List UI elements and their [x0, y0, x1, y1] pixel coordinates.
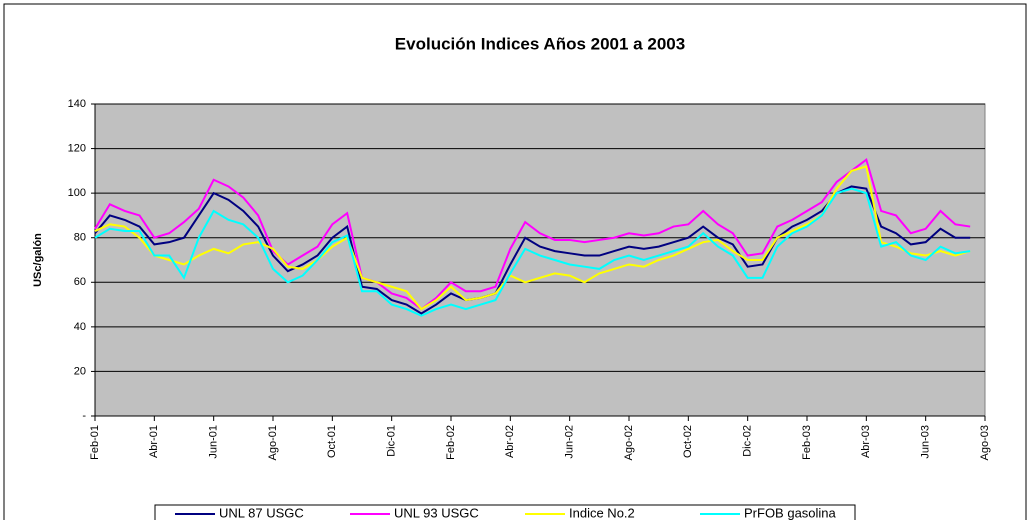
chart-title: Evolución Indices Años 2001 a 2003 [395, 34, 685, 53]
y-tick-label: 100 [68, 187, 86, 199]
x-tick-label: Ago-01 [267, 425, 279, 460]
x-tick-label: Feb-03 [801, 425, 813, 460]
x-tick-label: Ago-02 [623, 425, 635, 460]
x-tick-label: Jun-03 [920, 425, 932, 459]
y-tick-label: 120 [68, 142, 86, 154]
y-tick-label: 140 [68, 98, 86, 110]
legend-label: UNL 93 USGC [394, 505, 479, 520]
x-tick-label: Abr-02 [504, 425, 516, 458]
legend-label: Indice No.2 [569, 505, 635, 520]
y-tick-label: 40 [74, 321, 86, 333]
y-tick-label: 60 [74, 276, 86, 288]
y-tick-label: 80 [74, 232, 86, 244]
x-tick-label: Abr-01 [148, 425, 160, 458]
y-tick-label: - [82, 410, 86, 422]
x-tick-label: Oct-02 [682, 425, 694, 458]
legend-label: UNL 87 USGC [219, 505, 304, 520]
y-axis-label: USc/galón [32, 233, 44, 287]
series-line [94, 158, 971, 311]
series-line [94, 187, 971, 317]
x-tick-label: Dic-01 [386, 425, 398, 457]
plot-area [94, 103, 986, 417]
x-tick-label: Oct-01 [326, 425, 338, 458]
x-tick-label: Jun-02 [564, 425, 576, 459]
x-tick-label: Feb-02 [445, 425, 457, 460]
x-tick-label: Dic-02 [742, 425, 754, 457]
x-tick-label: Feb-01 [89, 425, 101, 460]
y-tick-label: 20 [74, 365, 86, 377]
x-tick-label: Jun-01 [208, 425, 220, 459]
x-tick-label: Ago-03 [979, 425, 991, 460]
legend-label: PrFOB gasolina [744, 505, 837, 520]
series-line [94, 185, 971, 315]
x-tick-label: Abr-03 [860, 425, 872, 458]
